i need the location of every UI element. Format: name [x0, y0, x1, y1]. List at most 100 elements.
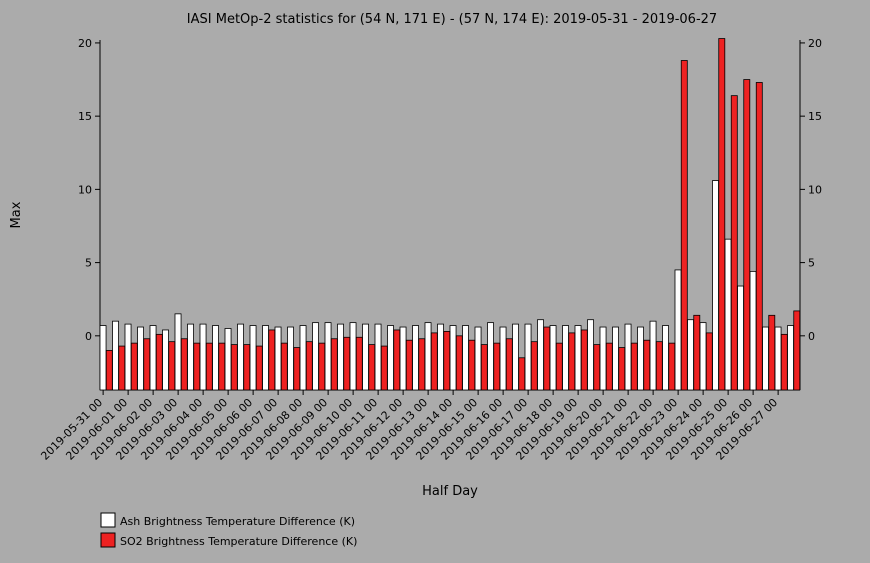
y-tick-label-left-2: 10 — [78, 183, 92, 196]
so2-bar-11 — [243, 344, 251, 391]
y-tick-label-right-2: 10 — [808, 183, 822, 196]
so2-bar-27 — [443, 331, 451, 391]
so2-bar-35 — [543, 326, 551, 391]
so2-bar-15 — [293, 347, 301, 391]
ash-bar-45 — [662, 325, 669, 391]
so2-bar-49 — [718, 38, 726, 391]
so2-bar-32 — [505, 338, 513, 391]
y-tick-label-left-4: 20 — [78, 37, 92, 50]
so2-bar-55 — [793, 310, 801, 391]
ash-bar-15 — [287, 326, 294, 391]
ash-bar-20 — [349, 322, 357, 391]
so2-bar-34 — [530, 341, 538, 391]
ash-bar-46 — [674, 269, 682, 391]
so2-bar-17 — [318, 342, 326, 391]
so2-bar-48 — [705, 332, 713, 391]
so2-bar-51 — [743, 79, 751, 391]
so2-bar-47 — [693, 314, 701, 391]
so2-bar-18 — [330, 338, 338, 391]
ash-bar-25 — [412, 325, 419, 391]
so2-bar-10 — [230, 344, 238, 391]
so2-bar-40 — [605, 342, 613, 391]
ash-bar-21 — [362, 323, 369, 391]
so2-bar-43 — [643, 339, 651, 391]
so2-bar-4 — [155, 333, 163, 391]
ash-bar-29 — [462, 325, 469, 391]
bars-group — [99, 38, 801, 391]
so2-bar-3 — [143, 338, 151, 391]
legend-label-so2: SO2 Brightness Temperature Difference (K… — [120, 535, 357, 548]
ash-bar-8 — [199, 323, 207, 391]
ash-bar-12 — [249, 325, 257, 391]
ash-bar-13 — [262, 325, 269, 391]
ash-bar-34 — [524, 323, 532, 391]
ash-bar-11 — [237, 323, 244, 391]
ash-bar-33 — [512, 323, 519, 391]
ash-bar-51 — [737, 285, 744, 391]
ash-bar-24 — [399, 326, 407, 391]
ash-bar-31 — [487, 322, 494, 391]
y-axis-label: Max — [9, 201, 24, 228]
chart-title: IASI MetOp-2 statistics for (54 N, 171 E… — [187, 12, 717, 27]
ash-bar-28 — [449, 325, 457, 391]
so2-bar-22 — [380, 345, 388, 391]
so2-bar-39 — [593, 344, 601, 391]
ash-bar-42 — [624, 323, 632, 391]
so2-bar-45 — [668, 342, 676, 391]
legend-swatch-so2 — [100, 532, 116, 548]
ash-bar-40 — [599, 326, 607, 391]
ash-bar-1 — [112, 320, 119, 391]
legend-swatch-ash — [100, 512, 116, 528]
ash-bar-26 — [424, 322, 432, 391]
so2-bar-8 — [205, 342, 213, 391]
ash-bar-54 — [774, 326, 782, 391]
ash-bar-39 — [587, 319, 594, 391]
y-tick-label-right-4: 20 — [808, 37, 822, 50]
so2-bar-44 — [655, 341, 663, 391]
ash-bar-4 — [149, 325, 157, 391]
legend: Ash Brightness Temperature Difference (K… — [100, 512, 357, 548]
ash-bar-23 — [387, 325, 394, 391]
ash-bar-3 — [137, 326, 144, 391]
so2-bar-14 — [280, 342, 288, 391]
ash-bar-37 — [562, 325, 569, 391]
ash-bar-44 — [649, 320, 657, 391]
so2-bar-16 — [305, 341, 313, 391]
so2-bar-6 — [180, 338, 188, 391]
ash-bar-41 — [612, 326, 619, 391]
so2-bar-9 — [218, 342, 226, 391]
legend-label-ash: Ash Brightness Temperature Difference (K… — [120, 515, 355, 528]
y-tick-label-right-0: 0 — [808, 330, 815, 343]
so2-bar-41 — [618, 347, 626, 391]
ash-bar-2 — [124, 323, 132, 391]
so2-bar-37 — [568, 332, 576, 391]
ash-bar-53 — [762, 326, 769, 391]
so2-bar-19 — [343, 336, 351, 391]
ash-bar-36 — [549, 325, 557, 391]
ash-bar-14 — [274, 326, 282, 391]
ash-bar-5 — [162, 329, 169, 391]
ash-bar-18 — [324, 322, 332, 391]
so2-bar-1 — [118, 345, 126, 391]
so2-bar-21 — [368, 344, 376, 391]
so2-bar-20 — [355, 336, 363, 391]
ash-bar-22 — [374, 323, 382, 391]
ash-bar-52 — [749, 270, 757, 391]
so2-bar-7 — [193, 342, 201, 391]
so2-bar-50 — [730, 95, 738, 391]
so2-bar-31 — [493, 342, 501, 391]
ash-bar-30 — [474, 326, 482, 391]
so2-bar-33 — [518, 357, 526, 391]
so2-bar-25 — [418, 338, 426, 391]
so2-bar-42 — [630, 342, 638, 391]
ash-bar-19 — [337, 323, 344, 391]
so2-bar-46 — [680, 60, 688, 391]
x-axis-label: Half Day — [422, 484, 478, 499]
so2-bar-52 — [755, 82, 763, 391]
ash-bar-27 — [437, 323, 444, 391]
ash-bar-38 — [574, 325, 582, 391]
so2-bar-2 — [130, 342, 138, 391]
ash-bar-9 — [212, 325, 219, 391]
